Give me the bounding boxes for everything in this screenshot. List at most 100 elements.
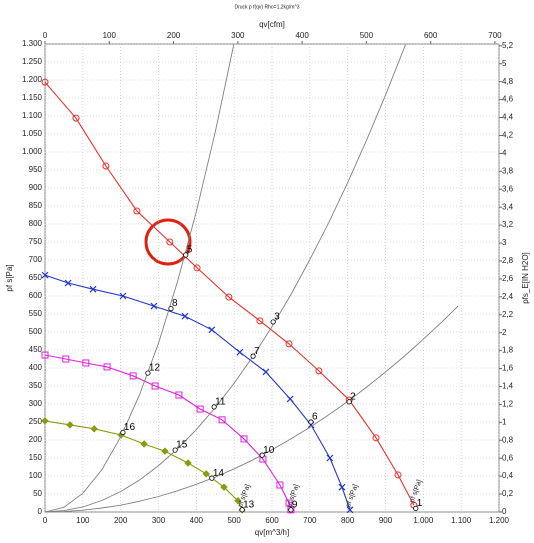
x2-axis-label: qv[cfm] [259, 20, 285, 29]
y2-tick-label: 2,8 [502, 256, 514, 265]
point-label: 3 [274, 312, 280, 323]
marker [234, 497, 242, 505]
marker [119, 292, 127, 300]
marker [64, 279, 72, 287]
y2-tick-label: 2,2 [502, 310, 514, 319]
marker [338, 483, 346, 491]
x-tick-label: 700 [303, 516, 317, 525]
marker [315, 367, 323, 375]
y-tick-label: 200 [29, 435, 43, 444]
y-tick-label: 1.000 [22, 147, 43, 156]
marker [82, 359, 90, 367]
marker [262, 368, 270, 376]
marker [287, 506, 295, 514]
y2-tick-label: 1,4 [502, 382, 514, 391]
marker [326, 454, 334, 462]
marker [276, 481, 284, 489]
marker [220, 483, 228, 491]
x2-tick-label: 100 [103, 31, 117, 40]
marker [150, 302, 158, 310]
y-tick-label: 50 [33, 489, 42, 498]
y2-tick-label: 2,6 [502, 274, 514, 283]
y-axis-label: pf s[Pa] [5, 264, 14, 291]
marker [286, 395, 294, 403]
x-tick-label: 200 [114, 516, 128, 525]
y2-tick-label: 1,6 [502, 364, 514, 373]
y2-tick-label: 0 [502, 507, 507, 516]
operating-point [346, 399, 352, 405]
operating-point [145, 370, 151, 376]
y2-tick-label: 2,4 [502, 292, 514, 301]
y2-tick-label: 3,8 [502, 166, 514, 175]
y-tick-label: 700 [29, 255, 43, 264]
y-tick-label: 550 [29, 309, 43, 318]
point-label: 5 [187, 245, 193, 256]
x-tick-label: 1.100 [451, 516, 472, 525]
y-tick-label: 800 [29, 219, 43, 228]
marker [196, 405, 204, 413]
y2-tick-label: 3,2 [502, 220, 514, 229]
marker [72, 114, 80, 122]
series-line [44, 420, 243, 511]
y-tick-label: 1.050 [22, 129, 43, 138]
y2-tick-label: 1,8 [502, 346, 514, 355]
point-label: 6 [312, 412, 318, 423]
operating-point [308, 419, 314, 425]
operating-point [209, 475, 215, 481]
marker [184, 459, 192, 467]
y-tick-label: 1.100 [22, 111, 43, 120]
y2-tick-label: 5,2 [502, 41, 514, 50]
marker [225, 293, 233, 301]
point-label: 10 [263, 445, 275, 456]
highlight-circle [144, 218, 192, 266]
marker [41, 271, 49, 279]
y2-tick-label: 0,4 [502, 471, 514, 480]
marker [236, 348, 244, 356]
series-line [44, 44, 235, 513]
y2-tick-label: 4,6 [502, 95, 514, 104]
series-line [44, 44, 407, 513]
marker [90, 425, 98, 433]
x2-tick-label: 0 [43, 31, 48, 40]
y2-tick-label: 4,8 [502, 77, 514, 86]
operating-point [413, 505, 419, 511]
y2-tick-label: 4,4 [502, 113, 514, 122]
operating-point [172, 447, 178, 453]
marker [41, 78, 49, 86]
series-line [44, 81, 415, 506]
marker [166, 238, 174, 246]
marker [103, 363, 111, 371]
y2-tick-label: 3,6 [502, 184, 514, 193]
x-tick-label: 0 [43, 516, 48, 525]
x2-tick-label: 400 [295, 31, 309, 40]
y-tick-label: 250 [29, 417, 43, 426]
y-tick-label: 950 [29, 165, 43, 174]
marker [285, 499, 293, 507]
series-line [44, 305, 459, 513]
marker [218, 416, 226, 424]
marker [240, 435, 248, 443]
operating-point [288, 507, 294, 513]
marker [285, 340, 293, 348]
x2-tick-label: 500 [360, 31, 374, 40]
y-tick-label: 150 [29, 453, 43, 462]
marker [133, 207, 141, 215]
point-label: 12 [149, 363, 161, 374]
x2-tick-label: 600 [424, 31, 438, 40]
y2-tick-label: 4,2 [502, 131, 514, 140]
x-tick-label: 100 [76, 516, 90, 525]
y2-tick-label: 1,2 [502, 400, 514, 409]
marker [140, 440, 148, 448]
marker [175, 391, 183, 399]
y2-tick-label: 3,4 [502, 202, 514, 211]
marker [151, 382, 159, 390]
point-label: 7 [254, 346, 260, 357]
point-label: 13 [243, 499, 255, 510]
y-tick-label: 450 [29, 345, 43, 354]
y-tick-label: 650 [29, 273, 43, 282]
x-tick-label: 500 [227, 516, 241, 525]
marker [208, 326, 216, 334]
y2-tick-label: 0,6 [502, 453, 514, 462]
x-tick-label: 1.000 [413, 516, 434, 525]
operating-point [120, 429, 126, 436]
